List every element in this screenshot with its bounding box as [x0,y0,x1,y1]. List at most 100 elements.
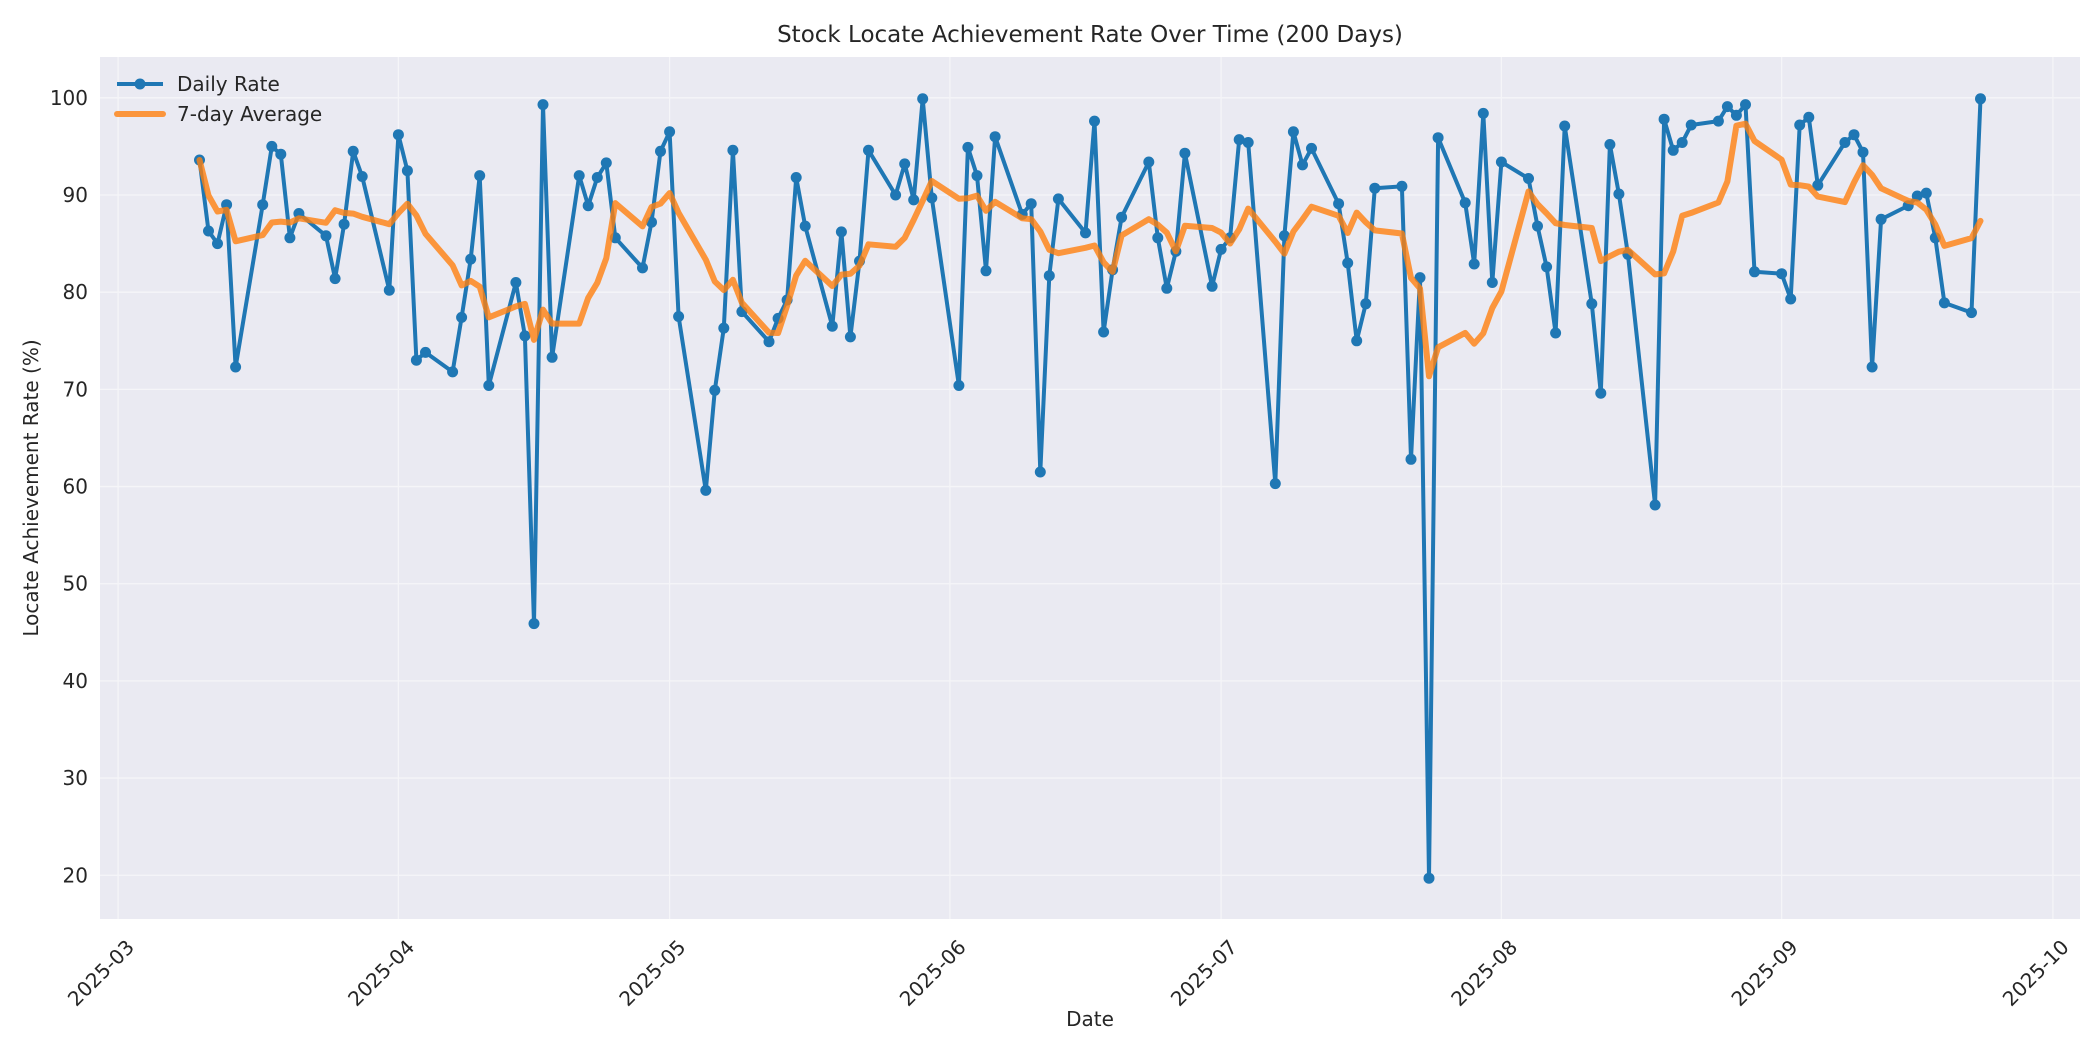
daily-rate-point [1242,137,1254,148]
daily-rate-point [1712,115,1724,127]
daily-rate-point [1649,499,1661,511]
daily-rate-point [709,384,721,396]
daily-rate-point [356,171,368,182]
daily-rate-point [1794,119,1806,131]
daily-rate-point [410,354,422,366]
daily-rate-point [1351,335,1363,347]
daily-rate-point [573,170,585,182]
legend-marker-circle-icon [134,78,146,90]
daily-rate-point [591,172,603,183]
daily-rate-point [528,618,540,630]
x-axis-ticks: 2025-03 2025-04 2025-05 2025-06 2025-07 2025-… [63,935,2074,1011]
y-tick-label: 90 [63,183,88,207]
daily-rate-point [962,141,974,153]
daily-rate-point [456,311,468,323]
daily-rate-point [1559,120,1571,132]
daily-rate-point [1875,213,1887,225]
daily-rate-point [1459,197,1471,209]
daily-rate-point [1414,272,1426,284]
daily-rate-point [1721,101,1733,113]
x-tick-label: 2025-06 [895,935,971,1011]
daily-rate-point [1052,193,1064,205]
daily-rate-point [1749,266,1760,278]
daily-rate-point [230,361,242,373]
daily-rate-point [483,380,495,391]
daily-rate-point [1215,243,1227,255]
daily-rate-point [474,170,486,182]
daily-rate-point [1179,147,1191,159]
x-tick-label: 2025-07 [1166,935,1242,1011]
daily-rate-point [383,284,395,296]
y-tick-label: 30 [63,766,88,790]
series-7day-average [196,120,1984,380]
daily-rate-point [835,226,847,238]
daily-rate-point [392,129,404,141]
daily-rate-point [401,165,413,177]
daily-rate-point [1586,298,1598,310]
daily-rate-point [1161,282,1173,294]
daily-rate-point [320,230,332,242]
daily-rate-point [763,336,775,348]
daily-rate-point [1043,270,1055,282]
daily-rate-point [989,131,1001,143]
series-daily-rate [194,93,1986,884]
daily-rate-point [863,144,874,156]
gridlines [100,57,2080,919]
legend-item-7day-average: 7-day Average [114,102,322,126]
x-tick-label: 2025-04 [343,935,419,1011]
daily-rate-point [1432,132,1444,144]
daily-rate-point [447,366,459,378]
x-tick-label: 2025-03 [63,935,139,1011]
daily-rate-point [890,189,902,201]
daily-rate-point [1676,137,1688,148]
daily-rate-point [212,238,223,250]
daily-rate-point [1730,109,1742,121]
x-tick-label: 2025-10 [1998,935,2074,1011]
daily-rate-point [1306,142,1317,154]
daily-rate-point [1206,280,1218,292]
y-tick-label: 80 [63,280,88,304]
legend: Daily Rate 7-day Average [114,72,322,126]
daily-rate-point [1423,872,1435,884]
daily-rate-point [1541,261,1553,273]
daily-rate-point [1658,113,1670,125]
daily-rate-point [284,232,296,244]
daily-rate-point [673,311,685,322]
y-tick-label: 100 [50,86,88,110]
daily-rate-point [917,93,929,105]
daily-rate-point [1025,198,1037,210]
daily-rate-point [1333,198,1345,210]
daily-rate-point [1848,129,1860,141]
daily-rate-point [1269,478,1281,490]
daily-rate-point [582,200,594,212]
daily-rate-point [1287,126,1299,138]
daily-rate-point [700,484,712,496]
x-tick-label: 2025-05 [614,935,690,1011]
x-tick-label: 2025-09 [1726,935,1802,1011]
daily-rate-point [1550,327,1562,339]
chart-title: Stock Locate Achievement Rate Over Time … [777,22,1403,48]
daily-rate-point [1938,297,1950,309]
y-tick-label: 20 [63,863,88,887]
daily-rate-point [1604,139,1616,150]
y-tick-label: 50 [63,572,88,596]
daily-rate-point [1278,230,1290,242]
daily-rate-point [926,192,938,204]
daily-rate-point [1812,179,1824,191]
daily-rate-point [1532,220,1543,232]
daily-rate-point [799,220,811,232]
daily-rate-point [1405,453,1417,465]
daily-rate-point [1116,211,1128,223]
daily-rate-point [664,126,676,138]
daily-rate-point [1667,144,1679,156]
daily-rate-point [1342,257,1354,269]
daily-rate-point [1486,277,1498,288]
daily-rate-point [537,99,549,111]
daily-rate-point [1477,107,1489,119]
daily-rate-point [1495,156,1507,168]
daily-rate-point [329,273,341,285]
daily-rate-point [1080,227,1091,239]
daily-rate-point [1911,190,1923,202]
daily-rate-point [1034,466,1046,478]
daily-rate-point [600,157,612,169]
